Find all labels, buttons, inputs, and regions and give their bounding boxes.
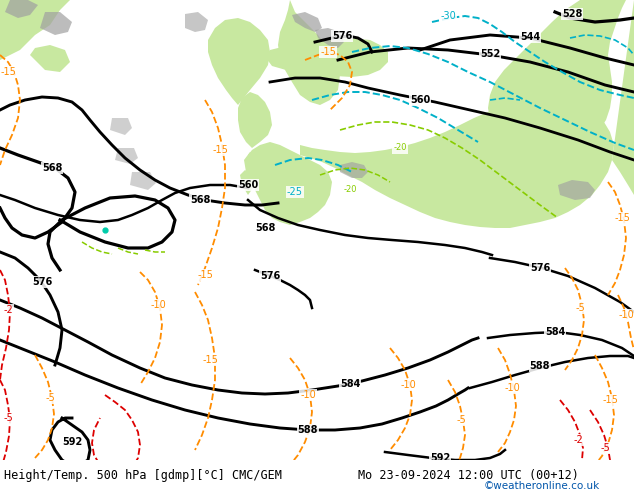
- Text: Mo 23-09-2024 12:00 UTC (00+12): Mo 23-09-2024 12:00 UTC (00+12): [358, 468, 579, 482]
- Text: 552: 552: [480, 49, 500, 59]
- Polygon shape: [130, 172, 156, 190]
- Polygon shape: [266, 38, 388, 77]
- Text: -25: -25: [287, 187, 303, 197]
- Text: 576: 576: [32, 277, 52, 287]
- Text: -10: -10: [300, 390, 316, 400]
- Polygon shape: [292, 12, 322, 32]
- Text: -10: -10: [400, 380, 416, 390]
- Polygon shape: [488, 0, 634, 195]
- Polygon shape: [40, 12, 72, 35]
- Polygon shape: [278, 0, 340, 105]
- Polygon shape: [248, 142, 332, 225]
- Text: -5: -5: [600, 443, 610, 453]
- Polygon shape: [340, 162, 368, 178]
- Polygon shape: [238, 92, 272, 148]
- Polygon shape: [315, 28, 344, 48]
- Polygon shape: [30, 45, 70, 72]
- Text: -15: -15: [212, 145, 228, 155]
- Polygon shape: [300, 96, 614, 228]
- Polygon shape: [335, 65, 348, 72]
- Text: -30: -30: [440, 11, 456, 21]
- Text: ©weatheronline.co.uk: ©weatheronline.co.uk: [484, 481, 600, 490]
- Text: 544: 544: [520, 32, 540, 42]
- Text: -5: -5: [456, 415, 466, 425]
- Text: 568: 568: [42, 163, 62, 173]
- Text: -20: -20: [343, 186, 357, 195]
- Text: -15: -15: [202, 355, 218, 365]
- Text: -10: -10: [504, 383, 520, 393]
- Text: -15: -15: [197, 270, 213, 280]
- Polygon shape: [310, 70, 326, 78]
- Text: -5: -5: [45, 393, 55, 403]
- Text: -10: -10: [150, 300, 166, 310]
- Text: -5: -5: [3, 413, 13, 423]
- Text: 576: 576: [530, 263, 550, 273]
- Text: -15: -15: [614, 213, 630, 223]
- Text: 560: 560: [238, 180, 258, 190]
- Polygon shape: [185, 12, 208, 32]
- Text: 560: 560: [410, 95, 430, 105]
- Text: 584: 584: [340, 379, 360, 389]
- Text: -15: -15: [320, 47, 336, 57]
- Polygon shape: [110, 118, 132, 135]
- Text: -2: -2: [573, 435, 583, 445]
- Polygon shape: [5, 0, 38, 18]
- Text: 576: 576: [332, 31, 352, 41]
- Polygon shape: [115, 148, 138, 164]
- Text: 592: 592: [62, 437, 82, 447]
- Text: -2: -2: [3, 305, 13, 315]
- Bar: [0, 460, 634, 490]
- Text: 568: 568: [255, 223, 275, 233]
- Polygon shape: [244, 152, 260, 180]
- Text: 528: 528: [562, 9, 582, 19]
- Polygon shape: [490, 77, 604, 152]
- Text: 576: 576: [260, 271, 280, 281]
- Polygon shape: [558, 180, 595, 200]
- Text: -5: -5: [575, 303, 585, 313]
- Polygon shape: [0, 0, 70, 60]
- Text: 584: 584: [545, 327, 565, 337]
- Text: Height/Temp. 500 hPa [gdmp][°C] CMC/GEM: Height/Temp. 500 hPa [gdmp][°C] CMC/GEM: [4, 468, 282, 482]
- Polygon shape: [240, 170, 255, 195]
- Text: -15: -15: [0, 67, 16, 77]
- Text: 568: 568: [190, 195, 210, 205]
- Polygon shape: [208, 18, 270, 105]
- Text: 592: 592: [430, 453, 450, 463]
- Text: 588: 588: [530, 361, 550, 371]
- Text: -10: -10: [618, 310, 634, 320]
- Text: -20: -20: [393, 144, 407, 152]
- Text: -15: -15: [602, 395, 618, 405]
- Text: 588: 588: [298, 425, 318, 435]
